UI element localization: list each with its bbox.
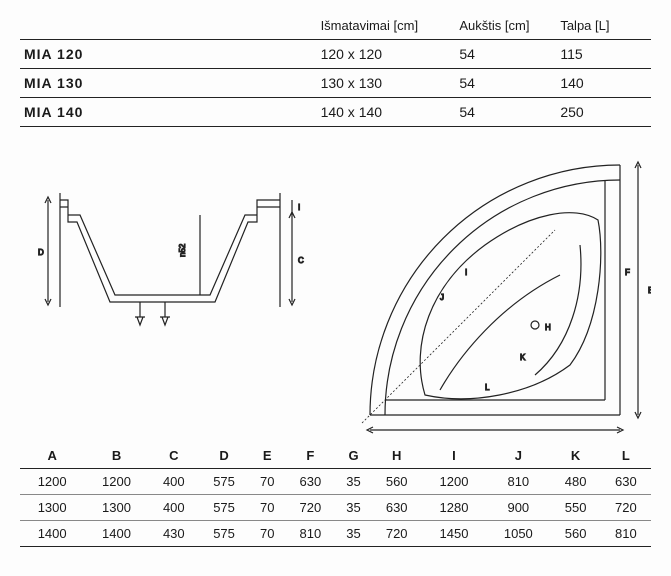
table-row: MIA 120 120 x 120 54 115 xyxy=(20,40,651,69)
table-row: 1200120040057570630355601200810480630 xyxy=(20,469,651,495)
h-h: H xyxy=(372,443,422,469)
cell-h: 54 xyxy=(455,69,556,98)
h-l: L xyxy=(601,443,651,469)
dim-label-d: D xyxy=(38,248,44,257)
h-b: B xyxy=(84,443,148,469)
table-header-row: Išmatavimai [cm] Aukštis [cm] Talpa [L] xyxy=(20,12,651,40)
cell-h: 54 xyxy=(455,40,556,69)
h-d: D xyxy=(199,443,249,469)
dimension-table-bottom: A B C D E F G H I J K L 1200120040057570… xyxy=(20,443,651,547)
diagram-area: D n52 I C xyxy=(20,145,651,435)
table-row: MIA 130 130 x 130 54 140 xyxy=(20,69,651,98)
h-a: A xyxy=(20,443,84,469)
dim-label-b: B xyxy=(648,286,651,295)
cell-h: 54 xyxy=(455,98,556,127)
header-blank xyxy=(20,12,317,40)
cell-cap: 250 xyxy=(556,98,651,127)
header-height: Aukštis [cm] xyxy=(455,12,556,40)
header-capacity: Talpa [L] xyxy=(556,12,651,40)
h-i: I xyxy=(422,443,486,469)
technical-drawing: D n52 I C xyxy=(20,145,651,435)
cell-dim: 140 x 140 xyxy=(317,98,456,127)
cell-model: MIA 120 xyxy=(20,40,317,69)
h-j: J xyxy=(486,443,550,469)
table-row: 1300130040057570720356301280900550720 xyxy=(20,495,651,521)
header-dimensions: Išmatavimai [cm] xyxy=(317,12,456,40)
dim-label-c: C xyxy=(298,256,304,265)
h-g: G xyxy=(335,443,371,469)
dim-label-i: I xyxy=(298,203,300,212)
h-e: E xyxy=(249,443,285,469)
h-f: F xyxy=(285,443,335,469)
cell-model: MIA 130 xyxy=(20,69,317,98)
table-header-row: A B C D E F G H I J K L xyxy=(20,443,651,469)
cell-cap: 115 xyxy=(556,40,651,69)
cell-cap: 140 xyxy=(556,69,651,98)
cell-dim: 120 x 120 xyxy=(317,40,456,69)
plan-view: A B J I F H K L xyxy=(362,162,651,435)
spec-table-top: Išmatavimai [cm] Aukštis [cm] Talpa [L] … xyxy=(20,12,651,127)
h-c: C xyxy=(149,443,199,469)
dim-label-i2: I xyxy=(465,268,467,277)
section-view: D n52 I C xyxy=(38,193,304,325)
table-row: MIA 140 140 x 140 54 250 xyxy=(20,98,651,127)
cell-model: MIA 140 xyxy=(20,98,317,127)
dim-label-j: J xyxy=(440,293,444,302)
table-row: 14001400430575708103572014501050560810 xyxy=(20,521,651,547)
h-k: K xyxy=(551,443,601,469)
dim-label-k: K xyxy=(520,353,526,362)
dim-label-h: H xyxy=(545,323,551,332)
dim-label-f: F xyxy=(625,268,630,277)
dim-label-l: L xyxy=(485,383,490,392)
cell-dim: 130 x 130 xyxy=(317,69,456,98)
dim-label-depth: n52 xyxy=(178,243,187,257)
